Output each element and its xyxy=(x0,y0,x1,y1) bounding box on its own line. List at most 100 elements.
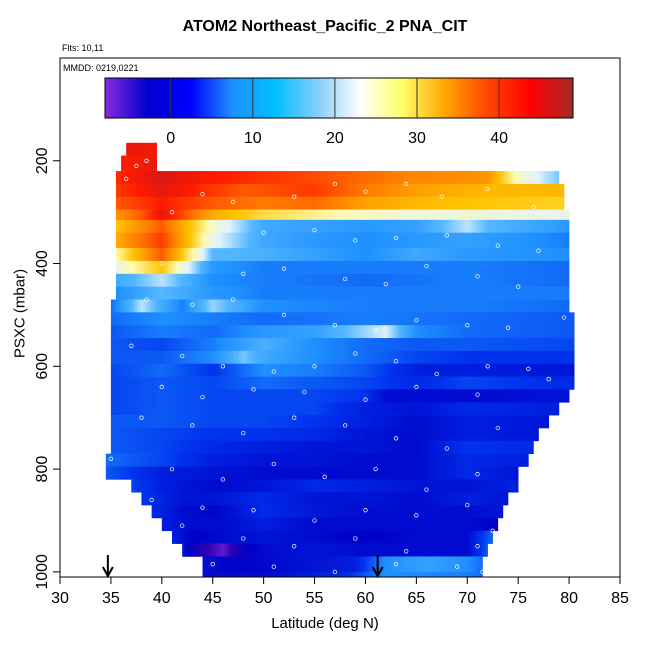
heatmap-cell xyxy=(216,389,220,403)
heatmap-cell xyxy=(170,427,174,442)
heatmap-cell xyxy=(328,248,331,262)
heatmap-cell xyxy=(328,232,331,249)
heatmap-cell xyxy=(438,171,441,185)
heatmap-cell xyxy=(418,415,422,429)
heatmap-cell xyxy=(282,260,285,275)
heatmap-cell xyxy=(528,209,531,221)
heatmap-cell xyxy=(126,389,130,403)
heatmap-cell xyxy=(137,155,140,172)
heatmap-cell xyxy=(164,260,167,275)
heatmap-cell xyxy=(162,299,166,313)
heatmap-cell xyxy=(376,427,380,442)
heatmap-cell xyxy=(438,350,442,365)
heatmap-cell xyxy=(244,389,248,403)
heatmap-cell xyxy=(490,363,494,377)
heatmap-cell xyxy=(242,325,246,339)
heatmap-cell xyxy=(306,299,310,313)
heatmap-cell xyxy=(141,155,144,172)
heatmap-cell xyxy=(444,402,448,416)
heatmap-cell xyxy=(118,440,122,454)
heatmap-cell xyxy=(300,183,303,198)
heatmap-cell xyxy=(556,183,559,198)
heatmap-cell xyxy=(424,196,427,210)
heatmap-cell xyxy=(376,286,379,300)
heatmap-cell xyxy=(374,389,378,403)
heatmap-cell xyxy=(368,338,372,352)
heatmap-cell xyxy=(308,219,311,234)
heatmap-cell xyxy=(288,350,292,365)
heatmap-cell xyxy=(550,312,554,326)
heatmap-cell xyxy=(222,402,226,416)
heatmap-cell xyxy=(282,273,285,287)
heatmap-cell xyxy=(162,402,166,416)
heatmap-cell xyxy=(376,232,379,249)
heatmap-cell xyxy=(216,273,219,287)
heatmap-cell xyxy=(416,171,419,185)
heatmap-cell xyxy=(298,286,301,300)
heatmap-cell xyxy=(160,312,164,326)
heatmap-cell xyxy=(114,402,118,416)
heatmap-cell xyxy=(130,196,133,210)
heatmap-cell xyxy=(470,427,474,442)
heatmap-cell xyxy=(156,209,159,221)
heatmap-cell xyxy=(304,312,308,326)
heatmap-cell xyxy=(304,350,308,365)
heatmap-cell xyxy=(166,312,170,326)
heatmap-cell xyxy=(528,219,531,234)
heatmap-cell xyxy=(278,338,282,352)
heatmap-cell xyxy=(486,260,489,275)
heatmap-cell xyxy=(278,232,281,249)
heatmap-cell xyxy=(192,171,195,185)
heatmap-cell xyxy=(520,338,524,352)
heatmap-cell xyxy=(460,427,464,442)
heatmap-cell xyxy=(486,350,490,365)
heatmap-cell xyxy=(512,248,515,262)
heatmap-cell xyxy=(324,415,328,429)
heatmap-cell xyxy=(234,389,238,403)
heatmap-cell xyxy=(120,183,123,198)
heatmap-cell xyxy=(514,427,518,442)
heatmap-cell xyxy=(422,376,426,390)
heatmap-cell xyxy=(170,248,173,262)
heatmap-cell xyxy=(218,209,221,221)
heatmap-cell xyxy=(468,260,471,275)
heatmap-cell xyxy=(220,389,224,403)
heatmap-cell xyxy=(518,415,522,429)
heatmap-cell xyxy=(392,171,395,185)
heatmap-cell xyxy=(420,376,424,390)
heatmap-cell xyxy=(556,219,559,234)
heatmap-cell xyxy=(188,350,192,365)
heatmap-cell xyxy=(444,389,448,403)
heatmap-cell xyxy=(120,325,124,339)
heatmap-cell xyxy=(536,376,540,390)
heatmap-cell xyxy=(316,376,320,390)
heatmap-cell xyxy=(124,338,128,352)
heatmap-cell xyxy=(266,248,269,262)
heatmap-cell xyxy=(264,325,268,339)
heatmap-cell xyxy=(478,273,481,287)
heatmap-cell xyxy=(178,219,181,234)
heatmap-cell xyxy=(438,299,442,313)
heatmap-cell xyxy=(196,402,200,416)
heatmap-row xyxy=(126,142,158,156)
heatmap-cell xyxy=(326,219,329,234)
heatmap-cell xyxy=(438,338,442,352)
heatmap-cell xyxy=(328,171,331,185)
heatmap-cell xyxy=(442,389,446,403)
heatmap-cell xyxy=(188,260,191,275)
heatmap-cell xyxy=(174,196,177,210)
heatmap-cell xyxy=(240,260,243,275)
heatmap-cell xyxy=(396,260,399,275)
heatmap-cell xyxy=(240,299,244,313)
heatmap-cell xyxy=(128,286,131,300)
heatmap-cell xyxy=(334,402,338,416)
heatmap-cell xyxy=(204,248,207,262)
heatmap-cell xyxy=(220,338,224,352)
heatmap-cell xyxy=(502,299,506,313)
heatmap-cell xyxy=(254,325,258,339)
heatmap-cell xyxy=(214,389,218,403)
heatmap-cell xyxy=(494,171,497,185)
heatmap-cell xyxy=(246,232,249,249)
heatmap-cell xyxy=(222,286,225,300)
heatmap-cell xyxy=(212,299,216,313)
